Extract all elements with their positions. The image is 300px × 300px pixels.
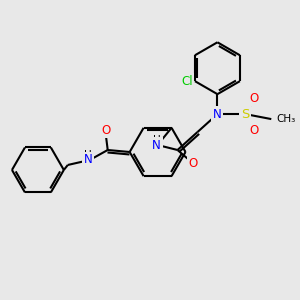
Text: CH₃: CH₃	[276, 114, 296, 124]
Text: H: H	[84, 150, 92, 160]
Text: N: N	[152, 139, 161, 152]
Text: H: H	[153, 135, 160, 145]
Text: O: O	[189, 158, 198, 170]
Text: N: N	[83, 154, 92, 166]
Text: N: N	[213, 108, 222, 121]
Text: O: O	[101, 124, 110, 136]
Text: S: S	[241, 108, 250, 121]
Text: O: O	[250, 92, 259, 105]
Text: Cl: Cl	[181, 75, 193, 88]
Text: O: O	[250, 124, 259, 136]
